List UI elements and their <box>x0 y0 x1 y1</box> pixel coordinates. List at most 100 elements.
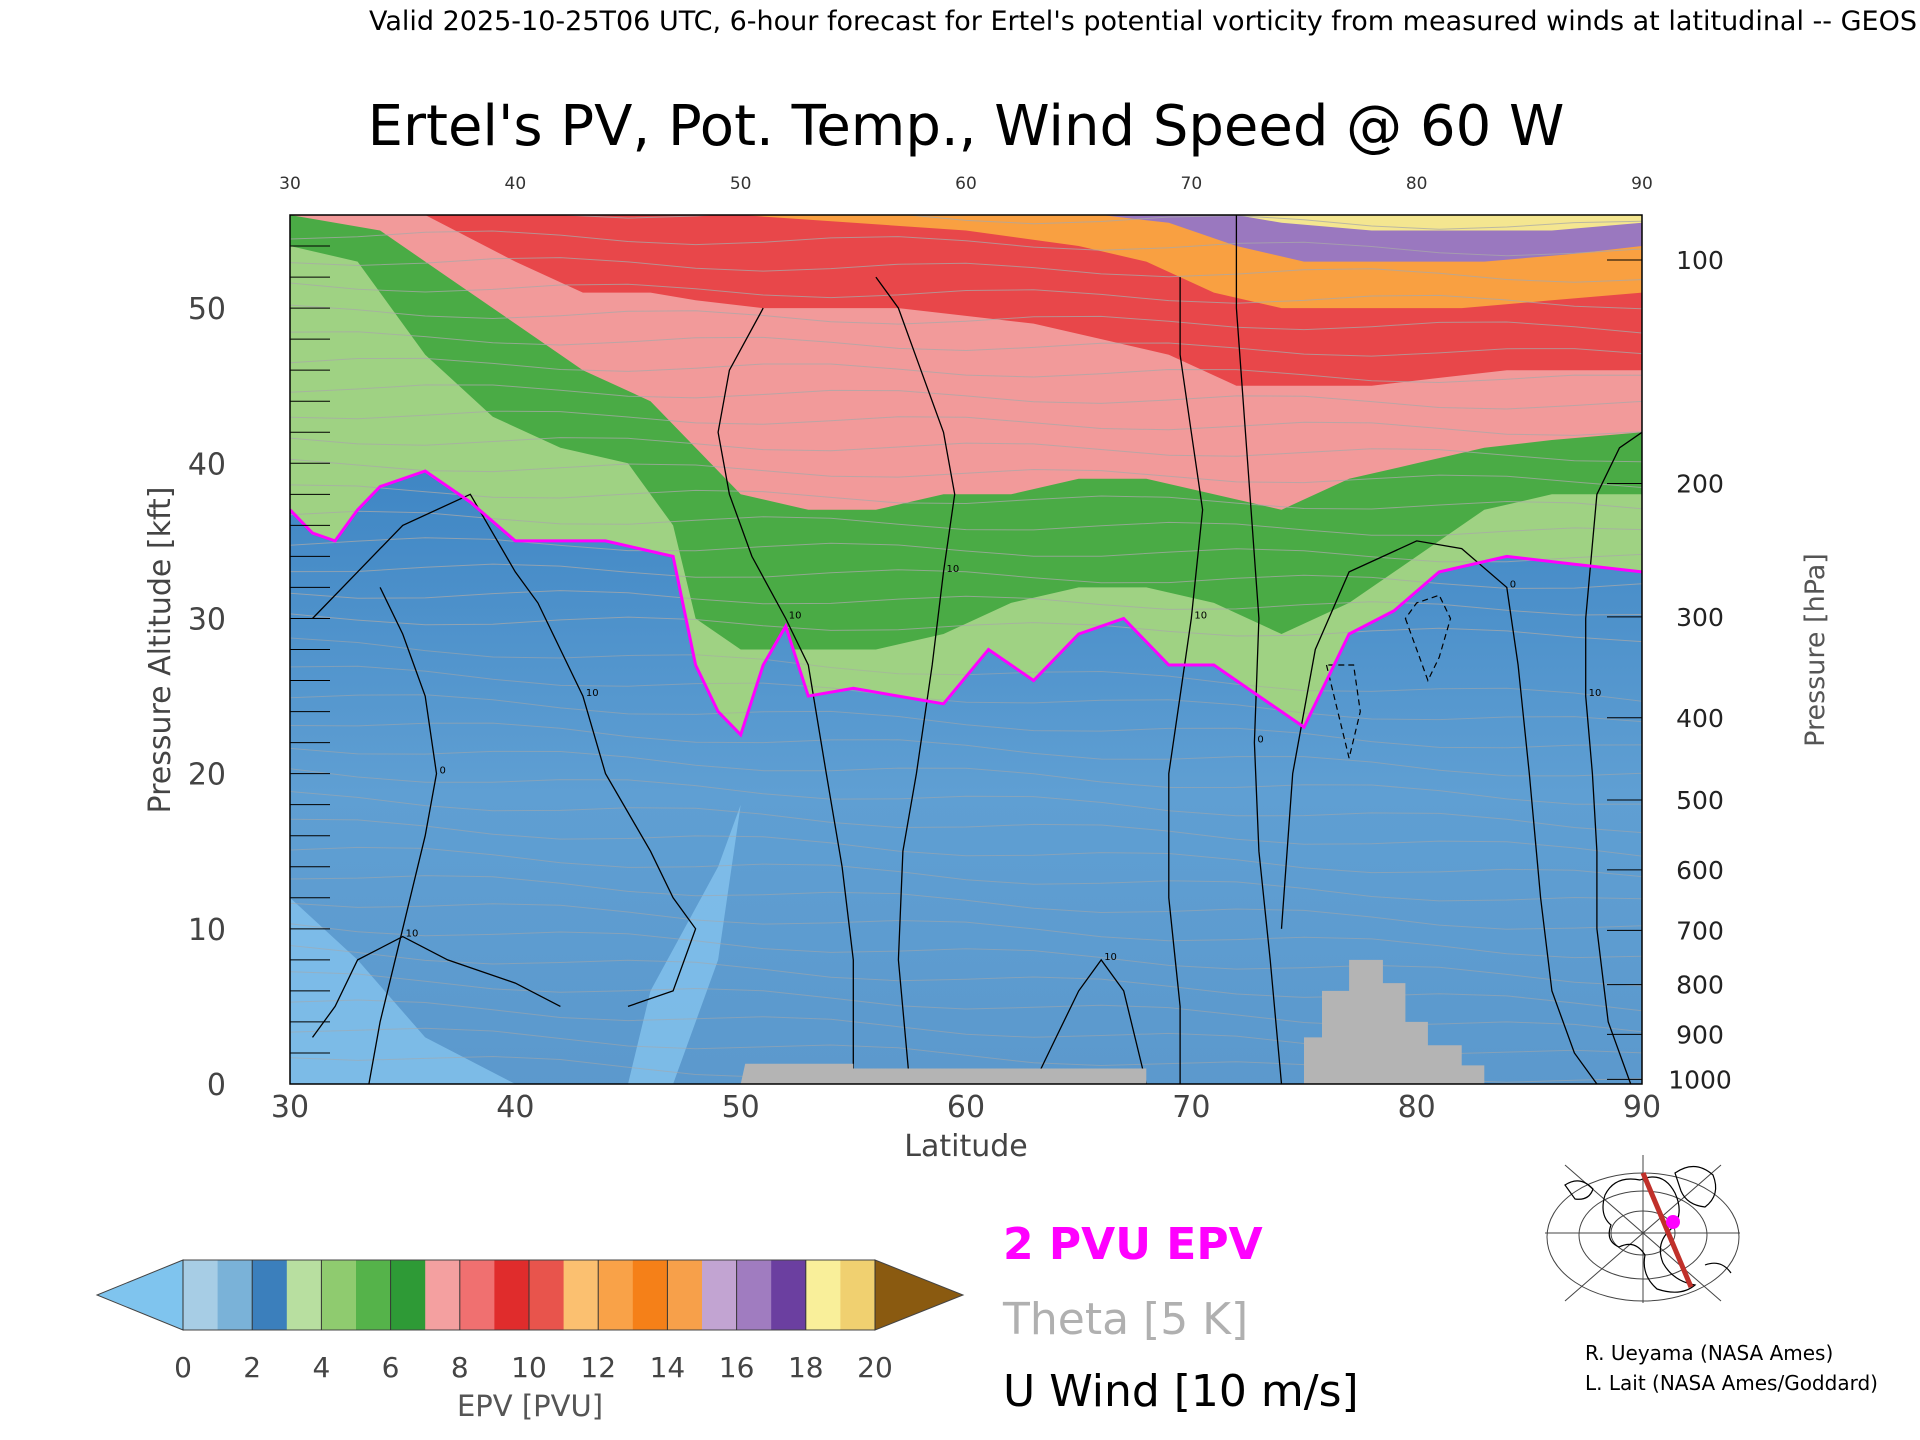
colorbar-tick-label: 2 <box>243 1351 261 1384</box>
theta-line <box>290 410 1642 436</box>
colorbar-swatch <box>702 1260 738 1330</box>
y-left-tick-label: 50 <box>188 292 226 327</box>
u-wind-contour-label: 0 <box>1257 735 1263 746</box>
u-wind-contour-label: 0 <box>439 766 445 777</box>
x-axis-top-tick-labels: 30 40 50 60 70 80 90 <box>279 174 1653 194</box>
x-axis-tick-labels: 30 40 50 60 70 80 90 <box>271 1090 1661 1125</box>
colorbar-tick-label: 16 <box>719 1351 755 1384</box>
theta-line <box>290 331 1642 357</box>
theta-line <box>290 384 1642 410</box>
colorbar-tick-label: 18 <box>788 1351 824 1384</box>
y-right-tick-label: 300 <box>1676 603 1724 632</box>
plot-area: 10 10 0 10 10 10 10 0 0 10 <box>289 214 1643 1085</box>
u-wind-contour <box>1033 958 1147 1084</box>
u-wind-contour <box>1235 215 1283 1084</box>
y-right-tick-label: 1000 <box>1668 1065 1732 1094</box>
theta-line <box>290 230 1642 257</box>
epv-colorbar <box>95 1259 965 1331</box>
theta-line <box>290 818 1642 878</box>
x-top-tick-label: 70 <box>1181 174 1203 194</box>
y-left-tick-label: 0 <box>207 1068 226 1103</box>
colorbar-swatch <box>217 1260 253 1330</box>
colorbar-swatch <box>356 1260 392 1330</box>
colorbar-tick-label: 4 <box>312 1351 330 1384</box>
theta-line <box>290 791 1642 857</box>
u-wind-contour <box>312 493 697 1008</box>
theta-line <box>290 923 1642 987</box>
right-tick-marks <box>1607 259 1642 1080</box>
y-left-tick-label: 20 <box>188 758 226 793</box>
u-wind-contour-label: 0 <box>1510 579 1516 590</box>
colorbar-swatch <box>252 1260 288 1330</box>
terrain-mask <box>740 959 1485 1084</box>
theta-line <box>290 458 1642 488</box>
colorbar-tick-label: 10 <box>511 1351 547 1384</box>
theta-line <box>290 484 1642 510</box>
u-wind-contour <box>875 276 956 1084</box>
colorbar-tick-label: 12 <box>580 1351 616 1384</box>
x-tick-label: 60 <box>947 1090 985 1125</box>
locator-map <box>1545 1155 1740 1303</box>
u-wind-contour-label: 10 <box>1104 952 1117 963</box>
theta-line <box>290 357 1642 384</box>
y-left-tick-label: 10 <box>188 913 226 948</box>
y-axis-left-label: Pressure Altitude [kft] <box>143 487 178 814</box>
band-troposphere <box>290 471 1642 1084</box>
colorbar-swatch <box>840 1260 876 1330</box>
x-top-tick-label: 30 <box>279 174 301 194</box>
u-wind-contour-label: 10 <box>1194 610 1207 621</box>
y-right-tick-label: 400 <box>1676 704 1724 733</box>
u-wind-contour-label: 10 <box>1589 688 1602 699</box>
theta-line <box>290 747 1642 805</box>
u-wind-contour-label: 10 <box>789 610 802 621</box>
colorbar-under-arrow <box>95 1259 184 1331</box>
y-axis-right-tick-labels: 100 200 300 400 500 600 700 800 900 1000 <box>1668 246 1732 1094</box>
theta-line <box>290 665 1642 723</box>
colorbar-title: EPV [PVU] <box>457 1389 603 1423</box>
theta-line <box>290 257 1642 283</box>
valid-time-header: Valid 2025-10-25T06 UTC, 6-hour forecast… <box>369 6 1917 37</box>
colorbar-tick-labels: 0 2 4 6 8 10 12 14 16 18 20 <box>174 1351 893 1384</box>
band-purple <box>290 215 1642 262</box>
x-top-tick-label: 80 <box>1406 174 1428 194</box>
colorbar-swatch <box>598 1260 634 1330</box>
colorbar-swatch <box>805 1260 841 1330</box>
colorbar-swatch <box>425 1260 461 1330</box>
colorbar-swatch <box>529 1260 565 1330</box>
theta-line <box>290 304 1642 334</box>
colorbar-swatch <box>321 1260 357 1330</box>
band-yellow <box>290 215 1642 231</box>
theta-line <box>290 902 1642 959</box>
y-right-tick-label: 800 <box>1676 971 1724 1000</box>
section-line <box>1640 1172 1694 1288</box>
x-top-tick-label: 50 <box>730 174 752 194</box>
u-wind-contour <box>311 935 561 1038</box>
colorbar-swatch <box>563 1260 599 1330</box>
u-wind-contour-label: 10 <box>586 688 599 699</box>
x-top-tick-label: 60 <box>955 174 977 194</box>
colorbar-swatch <box>771 1260 807 1330</box>
credit-line-2: L. Lait (NASA Ames/Goddard) <box>1585 1371 1878 1395</box>
x-tick-label: 90 <box>1623 1090 1661 1125</box>
theta-line <box>290 875 1642 930</box>
theta-line <box>290 945 1642 1012</box>
u-wind-negative-contour <box>1404 594 1452 683</box>
chart-title: Ertel's PV, Pot. Temp., Wind Speed @ 60 … <box>368 94 1565 159</box>
u-wind-contour <box>1168 277 1204 1084</box>
u-wind-contour-label: 10 <box>946 564 959 575</box>
colorbar-tick-label: 14 <box>650 1351 686 1384</box>
colorbar-swatch <box>286 1260 322 1330</box>
tropopause-2pvu-line <box>290 469 1642 738</box>
section-point <box>1666 1215 1680 1229</box>
colorbar-tick-label: 8 <box>451 1351 469 1384</box>
colorbar-swatch <box>390 1260 426 1330</box>
y-right-tick-label: 200 <box>1676 469 1724 498</box>
x-top-tick-label: 90 <box>1631 174 1653 194</box>
theta-line <box>558 215 1642 230</box>
u-wind-contours: 10 10 0 10 10 10 10 0 0 10 <box>311 215 1642 1084</box>
y-right-tick-label: 700 <box>1676 916 1724 945</box>
theta-line <box>290 722 1642 777</box>
theta-line <box>290 282 1642 310</box>
x-top-tick-label: 40 <box>505 174 527 194</box>
